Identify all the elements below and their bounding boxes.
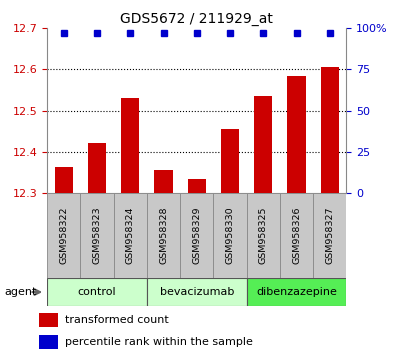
Text: GSM958328: GSM958328 [159, 207, 168, 264]
Bar [254, 96, 272, 193]
Bar [320, 67, 338, 193]
Text: GSM958324: GSM958324 [126, 207, 135, 264]
Text: GSM958330: GSM958330 [225, 207, 234, 264]
Bar [146, 278, 246, 306]
Text: GSM958327: GSM958327 [324, 207, 333, 264]
Text: agent: agent [4, 287, 36, 297]
Bar [88, 143, 106, 193]
Bar [246, 278, 346, 306]
Bar [121, 98, 139, 193]
Text: GSM958323: GSM958323 [92, 207, 101, 264]
Bar [187, 179, 205, 193]
Text: GSM958329: GSM958329 [192, 207, 201, 264]
Bar [213, 193, 246, 278]
Text: bevacizumab: bevacizumab [159, 287, 234, 297]
Bar [80, 193, 113, 278]
Bar [279, 193, 312, 278]
Text: percentile rank within the sample: percentile rank within the sample [65, 337, 252, 347]
Bar [113, 193, 146, 278]
Bar [146, 193, 180, 278]
Bar [246, 193, 279, 278]
Text: GSM958322: GSM958322 [59, 207, 68, 264]
Text: transformed count: transformed count [65, 315, 169, 325]
Text: GSM958326: GSM958326 [291, 207, 300, 264]
Bar [47, 193, 80, 278]
Bar [54, 167, 73, 193]
Bar [39, 313, 58, 327]
Text: control: control [78, 287, 116, 297]
Text: dibenzazepine: dibenzazepine [256, 287, 336, 297]
Bar [287, 76, 305, 193]
Bar [312, 193, 346, 278]
Text: GSM958325: GSM958325 [258, 207, 267, 264]
Bar [47, 278, 146, 306]
Bar [154, 170, 172, 193]
Bar [220, 129, 238, 193]
Text: GDS5672 / 211929_at: GDS5672 / 211929_at [120, 12, 272, 27]
Bar [39, 335, 58, 349]
Bar [180, 193, 213, 278]
